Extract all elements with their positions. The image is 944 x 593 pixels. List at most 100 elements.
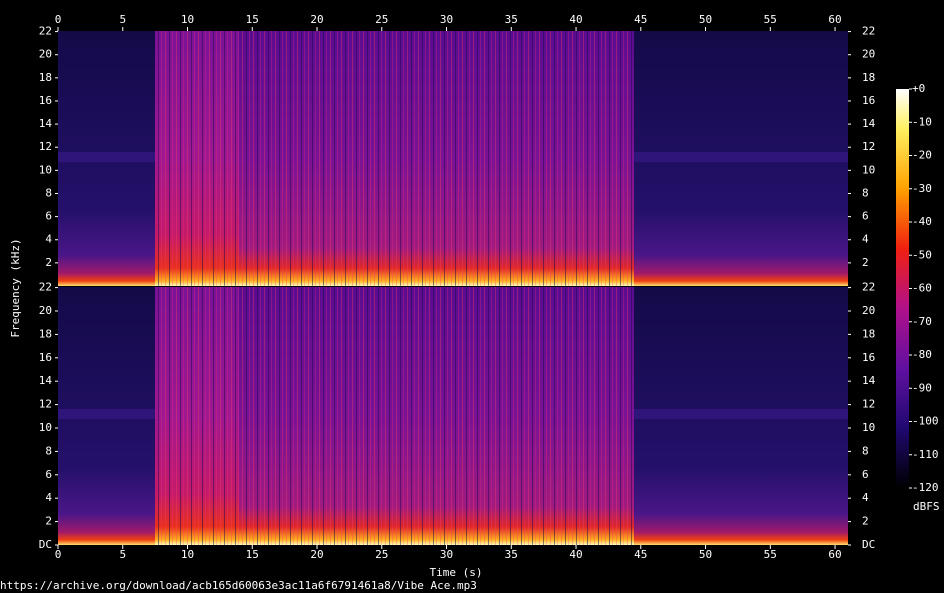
y-tick-label: 22	[39, 25, 52, 38]
x-tick-label: 5	[119, 13, 126, 26]
x-tick-label: 45	[634, 548, 647, 561]
x-tick-label: 10	[181, 13, 194, 26]
y-tick-label: 14	[39, 374, 53, 387]
x-tick-label: 0	[55, 13, 62, 26]
x-tick-label: 0	[55, 548, 62, 561]
y-tick-label-right: 6	[862, 468, 869, 481]
y-tick-label: 18	[39, 71, 52, 84]
y-tick-label-right: 16	[862, 94, 875, 107]
y-tick-label: 6	[45, 468, 52, 481]
x-tick-label: 35	[505, 13, 518, 26]
x-tick-label: 25	[375, 548, 388, 561]
x-tick-label: 35	[505, 548, 518, 561]
y-tick-label: 10	[39, 163, 52, 176]
y-tick-label: 8	[45, 186, 52, 199]
y-tick-label: 22	[39, 281, 52, 294]
y-tick-label: 20	[39, 48, 52, 61]
y-tick-label-right: 18	[862, 71, 875, 84]
y-tick-label-right: 12	[862, 398, 875, 411]
colorbar-tick-label: -30	[912, 182, 932, 195]
y-tick-label: 4	[45, 233, 52, 246]
colorbar-tick-label: -10	[912, 115, 932, 128]
y-tick-label: 20	[39, 304, 52, 317]
y-tick-label: 18	[39, 327, 52, 340]
y-tick-label-right: 12	[862, 140, 875, 153]
spectrogram-channel-1	[58, 31, 848, 286]
y-tick-label-right: 10	[862, 163, 875, 176]
y-tick-label-right: 20	[862, 48, 875, 61]
y-tick-label: 12	[39, 140, 52, 153]
x-tick-label: 15	[246, 548, 259, 561]
x-tick-label: 10	[181, 548, 194, 561]
x-axis-label: Time (s)	[430, 566, 483, 579]
y-tick-label-right: 4	[862, 491, 869, 504]
y-tick-label-right: 22	[862, 25, 875, 38]
x-tick-label: 60	[828, 548, 841, 561]
x-tick-label: 20	[310, 548, 323, 561]
colorbar-tick-label: -50	[912, 248, 932, 261]
colorbar	[896, 89, 909, 488]
y-tick-label: 8	[45, 444, 52, 457]
y-tick-label: 2	[45, 515, 52, 528]
y-tick-label: 16	[39, 351, 52, 364]
y-tick-label-right: 2	[862, 515, 869, 528]
x-tick-label: 15	[246, 13, 259, 26]
y-tick-label: 10	[39, 421, 52, 434]
y-tick-label: 16	[39, 94, 52, 107]
x-tick-label: 55	[764, 548, 777, 561]
colorbar-tick-label: -90	[912, 381, 932, 394]
x-tick-label: 60	[828, 13, 841, 26]
x-tick-label: 45	[634, 13, 647, 26]
y-tick-label-right: 10	[862, 421, 875, 434]
x-tick-label: 55	[764, 13, 777, 26]
y-tick-label: DC	[39, 538, 52, 551]
y-axis-label: Frequency (kHz)	[9, 238, 22, 337]
spectrogram-channel-2	[58, 287, 848, 545]
spectrum-band	[634, 409, 848, 419]
x-tick-label: 5	[119, 548, 126, 561]
y-tick-label-right: 14	[862, 117, 876, 130]
colorbar-tick-label: -110	[912, 448, 939, 461]
x-tick-label: 40	[569, 548, 582, 561]
y-tick-label-right: 14	[862, 374, 876, 387]
spectrum-texture	[155, 287, 634, 545]
colorbar-tick-label: -20	[912, 149, 932, 162]
y-tick-label-right: 22	[862, 281, 875, 294]
x-tick-label: 20	[310, 13, 323, 26]
colorbar-tick-label: +0	[912, 82, 925, 95]
spectrum-band	[58, 409, 155, 419]
y-tick-label-right: 4	[862, 233, 869, 246]
y-tick-label-right: 16	[862, 351, 875, 364]
y-tick-label: 12	[39, 398, 52, 411]
y-tick-label-right: 20	[862, 304, 875, 317]
spectrum-texture	[155, 31, 634, 286]
y-tick-label-right: 18	[862, 327, 875, 340]
colorbar-tick-label: -120	[912, 481, 939, 494]
y-tick-label: 2	[45, 256, 52, 269]
colorbar-tick-label: -100	[912, 415, 939, 428]
colorbar-label: dBFS	[913, 500, 940, 513]
y-tick-label-right: 2	[862, 256, 869, 269]
colorbar-tick-label: -60	[912, 282, 932, 295]
colorbar-tick-label: -80	[912, 348, 932, 361]
spectrum-band	[634, 152, 848, 162]
spectrum-band	[58, 152, 155, 162]
y-tick-label-right: 8	[862, 186, 869, 199]
y-tick-label-right: 8	[862, 444, 869, 457]
colorbar-tick-label: -70	[912, 315, 932, 328]
footer: https://archive.org/download/acb165d6006…	[0, 579, 477, 592]
y-tick-label: 4	[45, 491, 52, 504]
x-tick-label: 30	[440, 13, 453, 26]
x-tick-label: 25	[375, 13, 388, 26]
x-tick-label: 40	[569, 13, 582, 26]
y-tick-label-right: 6	[862, 210, 869, 223]
y-tick-label-right: DC	[862, 538, 875, 551]
x-tick-label: 50	[699, 13, 712, 26]
y-tick-label: 14	[39, 117, 53, 130]
x-tick-label: 50	[699, 548, 712, 561]
colorbar-tick-label: -40	[912, 215, 932, 228]
y-tick-label: 6	[45, 210, 52, 223]
x-tick-label: 30	[440, 548, 453, 561]
